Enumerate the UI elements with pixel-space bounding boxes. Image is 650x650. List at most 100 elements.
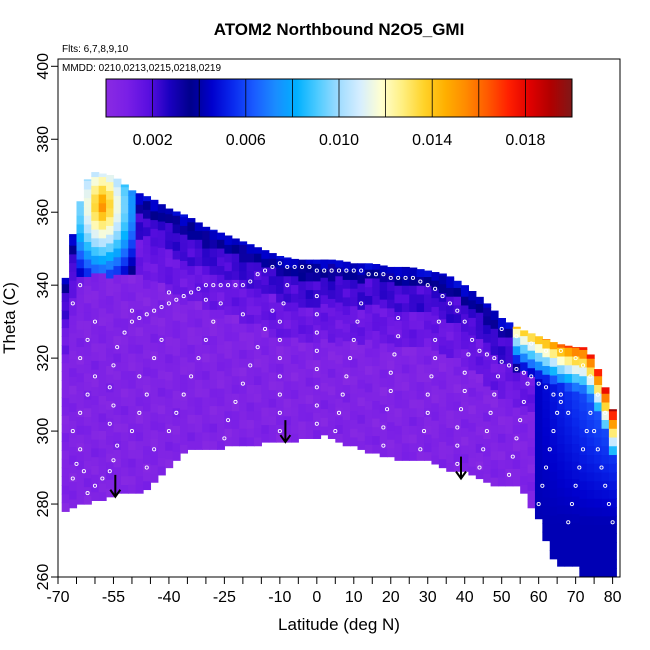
heatmap-cell bbox=[549, 418, 558, 429]
heatmap-cell bbox=[431, 341, 440, 351]
heatmap-cell bbox=[320, 373, 329, 383]
heatmap-cell bbox=[594, 369, 603, 377]
heatmap-cell bbox=[187, 318, 196, 328]
heatmap-cell bbox=[172, 434, 181, 444]
heatmap-cell bbox=[113, 458, 122, 468]
heatmap-cell bbox=[557, 478, 566, 488]
heatmap-cell bbox=[216, 326, 225, 337]
heatmap-cell bbox=[98, 482, 107, 493]
observation-point bbox=[111, 363, 116, 368]
heatmap-cell bbox=[283, 319, 292, 329]
observation-point bbox=[85, 337, 90, 342]
heatmap-cell bbox=[527, 498, 536, 509]
heatmap-cell bbox=[283, 336, 292, 347]
heatmap-cell bbox=[394, 425, 403, 435]
heatmap-cell bbox=[557, 390, 566, 401]
heatmap-cell bbox=[83, 232, 92, 242]
heatmap-cell bbox=[61, 397, 70, 407]
heatmap-cell bbox=[165, 292, 174, 302]
heatmap-cell bbox=[216, 232, 225, 240]
heatmap-cell bbox=[69, 498, 78, 509]
heatmap-cell bbox=[557, 382, 566, 392]
heatmap-cell bbox=[261, 380, 270, 391]
heatmap-cell bbox=[98, 176, 107, 186]
heatmap-cell bbox=[187, 300, 196, 310]
heatmap-cell bbox=[483, 438, 492, 448]
heatmap-cell bbox=[180, 225, 188, 235]
heatmap-cell bbox=[76, 328, 85, 339]
observation-point bbox=[488, 410, 493, 415]
heatmap-cell bbox=[357, 344, 366, 354]
observation-point bbox=[595, 392, 600, 397]
heatmap-cell bbox=[327, 350, 336, 361]
heatmap-cell bbox=[350, 428, 359, 438]
observation-point bbox=[285, 283, 290, 288]
heatmap-cell bbox=[438, 450, 447, 460]
observation-point bbox=[584, 429, 589, 434]
observation-point bbox=[255, 272, 260, 277]
observation-point bbox=[211, 283, 216, 288]
heatmap-cell bbox=[83, 416, 92, 426]
heatmap-cell bbox=[91, 334, 100, 344]
heatmap-cell bbox=[416, 390, 425, 400]
heatmap-cell bbox=[586, 366, 595, 377]
heatmap-cell bbox=[209, 344, 218, 354]
heatmap-cell bbox=[135, 379, 144, 389]
heatmap-cell bbox=[475, 329, 484, 340]
chart-title: ATOM2 Northbound N2O5_GMI bbox=[214, 20, 465, 39]
observation-point bbox=[351, 337, 356, 342]
heatmap-cell bbox=[409, 346, 418, 356]
heatmap-cell bbox=[327, 420, 336, 431]
observation-point bbox=[277, 392, 282, 397]
observation-point bbox=[544, 348, 549, 353]
heatmap-cell bbox=[180, 321, 188, 331]
heatmap-cell bbox=[327, 412, 336, 422]
observation-point bbox=[518, 418, 523, 423]
heatmap-cell bbox=[483, 412, 492, 422]
observation-point bbox=[366, 272, 371, 277]
heatmap-cell bbox=[106, 374, 115, 384]
heatmap-cell bbox=[76, 416, 85, 426]
heatmap-cell bbox=[76, 372, 85, 383]
heatmap-cell bbox=[520, 344, 529, 354]
heatmap-cell bbox=[91, 421, 100, 431]
observation-point bbox=[418, 279, 423, 284]
observation-point bbox=[85, 491, 90, 496]
heatmap-cell bbox=[165, 423, 174, 434]
heatmap-cell bbox=[527, 455, 536, 465]
heatmap-cell bbox=[512, 433, 521, 443]
heatmap-cell bbox=[224, 288, 233, 298]
heatmap-cell bbox=[120, 309, 129, 319]
heatmap-cell bbox=[446, 304, 455, 315]
heatmap-cell bbox=[224, 393, 233, 403]
heatmap-cell bbox=[209, 431, 218, 442]
heatmap-cell bbox=[83, 495, 92, 505]
heatmap-cell bbox=[579, 428, 588, 438]
heatmap-cell bbox=[483, 377, 492, 387]
observation-point bbox=[551, 429, 556, 434]
heatmap-cell bbox=[143, 253, 152, 263]
heatmap-cell bbox=[364, 330, 373, 340]
heatmap-cell bbox=[187, 414, 196, 424]
heatmap-cell bbox=[120, 423, 129, 433]
heatmap-cell bbox=[357, 379, 366, 389]
heatmap-cell bbox=[150, 438, 159, 448]
heatmap-cell bbox=[505, 407, 514, 417]
heatmap-cell bbox=[409, 442, 418, 453]
heatmap-cell bbox=[224, 428, 233, 438]
heatmap-cell bbox=[202, 247, 211, 258]
heatmap-cell bbox=[253, 401, 262, 412]
heatmap-cell bbox=[135, 193, 144, 197]
heatmap-cell bbox=[165, 231, 174, 241]
heatmap-cell bbox=[91, 290, 100, 300]
heatmap-cell bbox=[320, 303, 329, 313]
observation-point bbox=[240, 283, 245, 288]
heatmap-cell bbox=[534, 378, 543, 388]
heatmap-cell bbox=[409, 425, 418, 435]
heatmap-cell bbox=[143, 358, 152, 368]
observation-point bbox=[540, 483, 545, 488]
heatmap-cell bbox=[113, 178, 122, 188]
heatmap-cell bbox=[298, 412, 307, 422]
heatmap-cell bbox=[76, 258, 85, 269]
heatmap-cell bbox=[180, 251, 188, 261]
